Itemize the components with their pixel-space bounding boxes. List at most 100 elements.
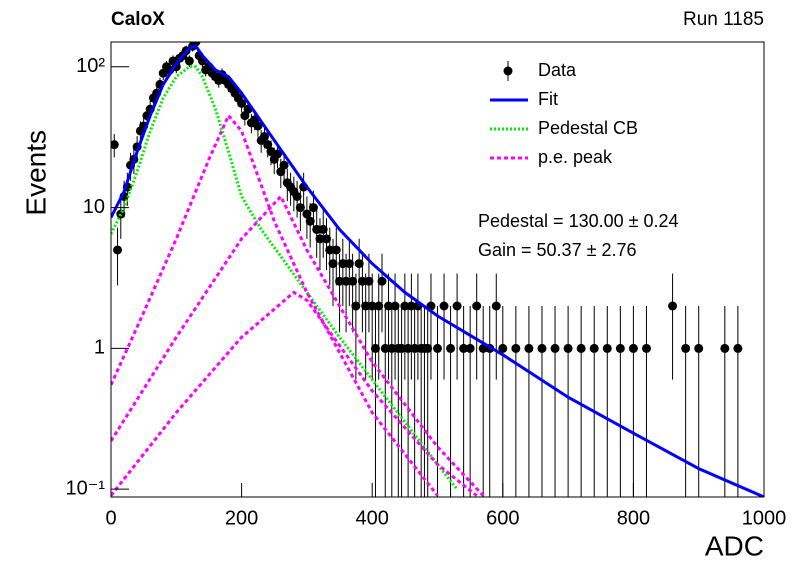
- x-tick-label: 0: [105, 507, 116, 529]
- data-point: [397, 343, 407, 353]
- x-tick-label: 1000: [742, 507, 787, 529]
- data-point: [191, 42, 201, 47]
- curve: [111, 193, 485, 497]
- legend-label: Fit: [538, 89, 558, 109]
- data-point: [550, 343, 560, 353]
- data-point: [423, 343, 433, 353]
- data-point: [589, 343, 599, 353]
- data-point: [628, 343, 638, 353]
- data-point: [374, 301, 384, 311]
- data-point: [400, 301, 410, 311]
- data-point: [511, 343, 521, 353]
- data-point: [305, 216, 315, 226]
- x-tick-label: 400: [356, 507, 389, 529]
- data-point: [446, 343, 456, 353]
- x-tick-label: 800: [617, 507, 650, 529]
- data-point: [328, 259, 338, 269]
- x-tick-label: 200: [225, 507, 258, 529]
- data-point: [302, 209, 312, 219]
- data-point: [472, 301, 482, 311]
- data-point: [361, 301, 371, 311]
- annotation: Gain = 50.37 ± 2.76: [478, 240, 637, 260]
- legend-marker: [503, 66, 513, 76]
- data-point: [367, 301, 377, 311]
- data-point: [318, 224, 328, 234]
- curve: [111, 290, 478, 497]
- data-point: [259, 131, 269, 141]
- legend-label: Data: [538, 60, 577, 80]
- data-point: [452, 301, 462, 311]
- y-tick-label: 1: [94, 337, 105, 359]
- legend-label: p.e. peak: [538, 147, 613, 167]
- data-point: [387, 343, 397, 353]
- data-point: [576, 343, 586, 353]
- data-point: [354, 259, 364, 269]
- data-point: [459, 343, 469, 353]
- data-point: [364, 276, 374, 286]
- data-point: [351, 301, 361, 311]
- data-point: [433, 343, 442, 353]
- plot-frame: [110, 41, 765, 498]
- data-point: [384, 301, 394, 311]
- data-point: [403, 343, 413, 353]
- data-point: [338, 259, 348, 269]
- data-point: [390, 301, 400, 311]
- data-point: [273, 149, 283, 159]
- data-point: [184, 56, 194, 66]
- curve: [111, 112, 439, 497]
- y-tick-label: 10⁻¹: [66, 477, 106, 499]
- chart-subtitle: Run 1185: [683, 9, 764, 30]
- chart-title: CaloX: [111, 9, 165, 30]
- legend-label: Pedestal CB: [538, 118, 638, 138]
- data-point: [681, 343, 691, 353]
- data-point: [237, 98, 247, 108]
- data-point: [563, 343, 573, 353]
- data-point: [733, 343, 743, 353]
- annotation: Pedestal = 130.00 ± 0.24: [478, 211, 679, 231]
- data-point: [668, 301, 678, 311]
- data-point: [524, 343, 534, 353]
- data-point: [641, 343, 651, 353]
- data-point: [465, 343, 475, 353]
- data-point: [341, 276, 351, 286]
- data-point: [344, 259, 354, 269]
- data-point: [615, 343, 625, 353]
- curve: [111, 65, 459, 491]
- data-point: [292, 191, 302, 201]
- plot-area: [111, 42, 764, 497]
- data-point: [410, 343, 420, 353]
- data-point: [439, 301, 449, 311]
- data-point: [331, 245, 341, 255]
- data-point: [295, 203, 305, 213]
- data-point: [111, 140, 119, 150]
- data-point: [325, 245, 335, 255]
- data-point: [537, 343, 547, 353]
- data-point: [308, 203, 318, 213]
- data-point: [380, 343, 390, 353]
- data-point: [377, 276, 387, 286]
- y-tick-label: 10: [83, 196, 105, 218]
- data-point: [263, 140, 273, 150]
- data-point: [370, 343, 380, 353]
- data-point: [335, 276, 345, 286]
- y-axis-label: Events: [20, 130, 51, 216]
- data-point: [253, 121, 263, 131]
- data-point: [315, 234, 325, 244]
- data-point: [491, 301, 501, 311]
- curve: [111, 44, 764, 497]
- data-point: [357, 276, 367, 286]
- y-tick-label: 10²: [76, 55, 105, 77]
- data-point: [113, 245, 123, 255]
- data-point: [694, 343, 704, 353]
- data-point: [498, 343, 508, 353]
- data-point: [720, 343, 730, 353]
- data-point: [312, 224, 322, 234]
- data-point: [321, 234, 331, 244]
- data-point: [348, 276, 358, 286]
- x-axis-label: ADC: [705, 530, 764, 561]
- data-point: [279, 160, 289, 170]
- x-tick-label: 600: [486, 507, 519, 529]
- data-point: [602, 343, 612, 353]
- data-point: [406, 301, 416, 311]
